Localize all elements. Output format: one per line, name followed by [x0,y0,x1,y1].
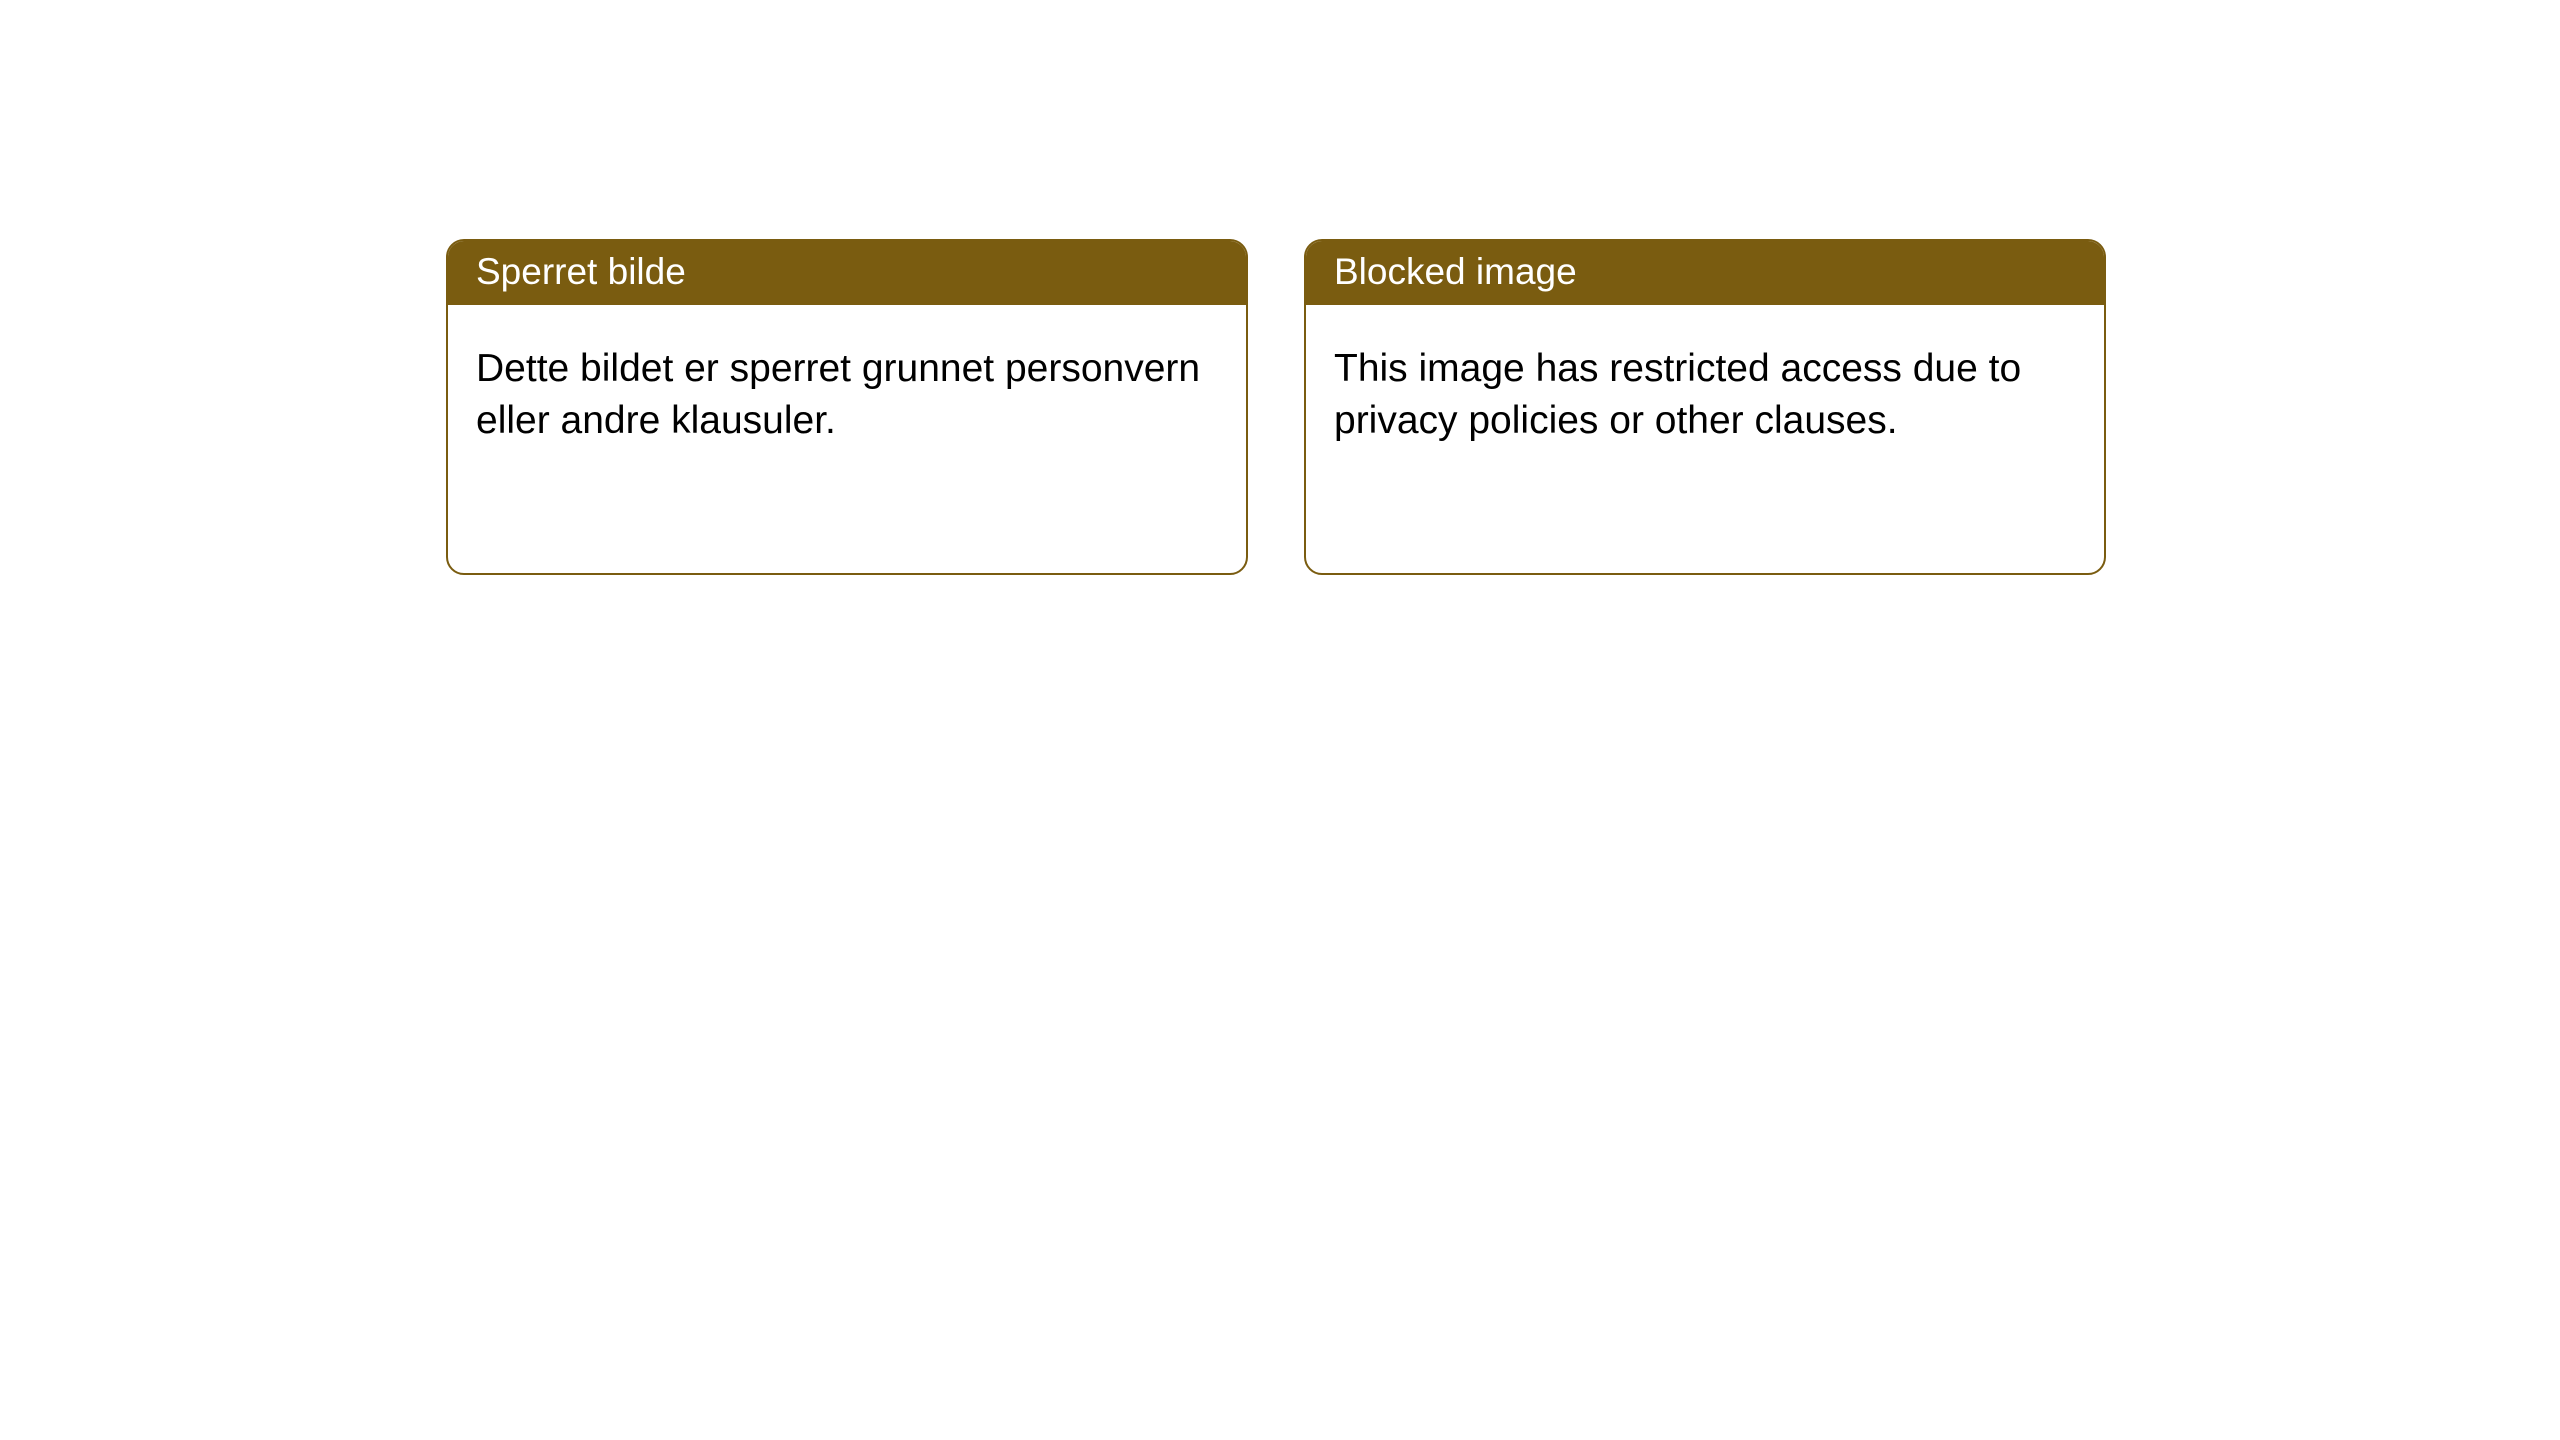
notice-card-norwegian: Sperret bilde Dette bildet er sperret gr… [446,239,1248,575]
notice-card-english: Blocked image This image has restricted … [1304,239,2106,575]
notice-body: This image has restricted access due to … [1306,305,2104,474]
notice-container: Sperret bilde Dette bildet er sperret gr… [0,0,2560,575]
notice-body: Dette bildet er sperret grunnet personve… [448,305,1246,474]
notice-header: Sperret bilde [448,241,1246,305]
notice-header: Blocked image [1306,241,2104,305]
